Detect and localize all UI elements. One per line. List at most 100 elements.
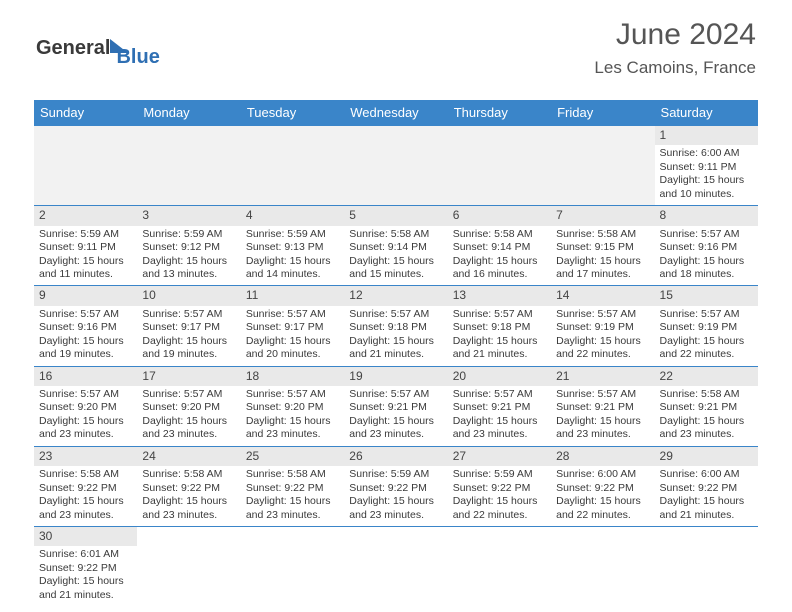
calendar-week: 2Sunrise: 5:59 AMSunset: 9:11 PMDaylight…	[34, 206, 758, 286]
calendar-cell: 4Sunrise: 5:59 AMSunset: 9:13 PMDaylight…	[241, 206, 344, 285]
calendar-cell-empty	[551, 126, 654, 205]
sunset-line: Sunset: 9:21 PM	[660, 401, 753, 414]
day-number: 30	[39, 529, 52, 543]
daylight-line: Daylight: 15 hours and 21 minutes.	[660, 495, 753, 522]
day-number: 16	[39, 369, 52, 383]
day-number: 8	[660, 208, 667, 222]
day-number: 21	[556, 369, 569, 383]
daylight-line: Daylight: 15 hours and 22 minutes.	[556, 335, 649, 362]
sunrise-line: Sunrise: 6:01 AM	[39, 548, 132, 561]
sunrise-line: Sunrise: 5:57 AM	[660, 228, 753, 241]
sunrise-line: Sunrise: 5:58 AM	[142, 468, 235, 481]
sunset-line: Sunset: 9:22 PM	[453, 482, 546, 495]
calendar-week: 9 Sunrise: 5:57 AM Sunset: 9:16 PM Daylight…	[34, 286, 758, 366]
calendar-cell-empty	[655, 527, 758, 606]
sunset-line: Sunset: 9:21 PM	[556, 401, 649, 414]
daylight-line: Daylight: 15 hours and 14 minutes.	[246, 255, 339, 282]
daylight-line: Daylight: 15 hours and 23 minutes.	[349, 495, 442, 522]
calendar-cell: 25Sunrise: 5:58 AMSunset: 9:22 PMDayligh…	[241, 447, 344, 526]
day-number-row: 14	[551, 286, 654, 305]
calendar-cell-empty	[137, 527, 240, 606]
sunrise-line: Sunrise: 6:00 AM	[660, 468, 753, 481]
daylight-line: Daylight: 15 hours and 16 minutes.	[453, 255, 546, 282]
daylight-line: Daylight: 15 hours and 10 minutes.	[660, 174, 753, 201]
daylight-line: Daylight: 15 hours and 23 minutes.	[453, 415, 546, 442]
day-number-row: 19	[344, 367, 447, 386]
sunrise-line: Sunrise: 5:58 AM	[349, 228, 442, 241]
calendar-cell: 30 Sunrise: 6:01 AMSunset: 9:22 PMDayligh…	[34, 527, 137, 606]
sunset-line: Sunset: 9:12 PM	[142, 241, 235, 254]
title-block: June 2024 Les Camoins, France	[594, 18, 756, 78]
sunrise-line: Sunrise: 5:57 AM	[556, 388, 649, 401]
sunrise-line: Sunrise: 5:59 AM	[142, 228, 235, 241]
sunrise-line: Sunrise: 5:58 AM	[556, 228, 649, 241]
day-number: 5	[349, 208, 356, 222]
sunrise-line: Sunrise: 5:57 AM	[246, 388, 339, 401]
day-number: 28	[556, 449, 569, 463]
sunset-line: Sunset: 9:16 PM	[39, 321, 132, 334]
day-number-row: 6	[448, 206, 551, 225]
sunrise-line: Sunrise: 5:59 AM	[453, 468, 546, 481]
sunset-line: Sunset: 9:16 PM	[660, 241, 753, 254]
day-number: 24	[142, 449, 155, 463]
daylight-line: Daylight: 15 hours and 15 minutes.	[349, 255, 442, 282]
sunrise-line: Sunrise: 5:57 AM	[142, 388, 235, 401]
day-number: 11	[246, 288, 258, 302]
day-number-row: 10	[137, 286, 240, 305]
sunset-line: Sunset: 9:20 PM	[39, 401, 132, 414]
daylight-line: Daylight: 15 hours and 20 minutes.	[246, 335, 339, 362]
sunrise-line: Sunrise: 5:57 AM	[142, 308, 235, 321]
calendar-grid: SundayMondayTuesdayWednesdayThursdayFrid…	[34, 100, 758, 606]
sunset-line: Sunset: 9:20 PM	[246, 401, 339, 414]
day-number: 2	[39, 208, 46, 222]
sunset-line: Sunset: 9:21 PM	[349, 401, 442, 414]
sunrise-line: Sunrise: 5:58 AM	[453, 228, 546, 241]
daylight-line: Daylight: 15 hours and 22 minutes.	[660, 335, 753, 362]
day-number-row: 11	[241, 286, 344, 305]
day-number-row: 20	[448, 367, 551, 386]
day-number: 17	[142, 369, 155, 383]
calendar-cell: 5Sunrise: 5:58 AMSunset: 9:14 PMDaylight…	[344, 206, 447, 285]
day-header: Monday	[137, 100, 240, 126]
sunrise-line: Sunrise: 5:57 AM	[39, 388, 132, 401]
calendar-cell-empty	[241, 126, 344, 205]
logo-text-general: General	[36, 37, 110, 60]
sunset-line: Sunset: 9:11 PM	[660, 161, 753, 174]
day-number: 14	[556, 288, 569, 302]
day-number: 12	[349, 288, 362, 302]
daylight-line: Daylight: 15 hours and 21 minutes.	[349, 335, 442, 362]
day-header: Sunday	[34, 100, 137, 126]
calendar-cell: 18Sunrise: 5:57 AMSunset: 9:20 PMDayligh…	[241, 367, 344, 446]
calendar-cell: 12Sunrise: 5:57 AMSunset: 9:18 PMDayligh…	[344, 286, 447, 365]
day-number: 10	[142, 288, 155, 302]
sunset-line: Sunset: 9:22 PM	[39, 562, 132, 575]
calendar-cell-empty	[344, 527, 447, 606]
calendar-cell: 15Sunrise: 5:57 AMSunset: 9:19 PMDayligh…	[655, 286, 758, 365]
calendar-cell-empty	[551, 527, 654, 606]
daylight-line: Daylight: 15 hours and 11 minutes.	[39, 255, 132, 282]
daylight-line: Daylight: 15 hours and 21 minutes.	[39, 575, 132, 602]
location-label: Les Camoins, France	[594, 58, 756, 78]
sunrise-line: Sunrise: 5:57 AM	[453, 388, 546, 401]
day-number: 26	[349, 449, 362, 463]
calendar-cell-empty	[34, 126, 137, 205]
daylight-line: Daylight: 15 hours and 23 minutes.	[39, 495, 132, 522]
calendar-cell: 22Sunrise: 5:58 AMSunset: 9:21 PMDayligh…	[655, 367, 758, 446]
daylight-line: Daylight: 15 hours and 22 minutes.	[556, 495, 649, 522]
day-number: 19	[349, 369, 362, 383]
day-number-row: 2	[34, 206, 137, 225]
day-number: 13	[453, 288, 466, 302]
day-number-row: 29	[655, 447, 758, 466]
sunset-line: Sunset: 9:11 PM	[39, 241, 132, 254]
day-number-row: 28	[551, 447, 654, 466]
calendar-cell: 8Sunrise: 5:57 AMSunset: 9:16 PMDaylight…	[655, 206, 758, 285]
daylight-line: Daylight: 15 hours and 23 minutes.	[142, 415, 235, 442]
day-number: 9	[39, 288, 46, 302]
calendar-cell: 11Sunrise: 5:57 AMSunset: 9:17 PMDayligh…	[241, 286, 344, 365]
logo-text-blue: Blue	[116, 46, 159, 69]
sunset-line: Sunset: 9:14 PM	[453, 241, 546, 254]
day-number-row: 9	[34, 286, 137, 305]
sunset-line: Sunset: 9:22 PM	[349, 482, 442, 495]
sunset-line: Sunset: 9:13 PM	[246, 241, 339, 254]
day-number: 23	[39, 449, 52, 463]
